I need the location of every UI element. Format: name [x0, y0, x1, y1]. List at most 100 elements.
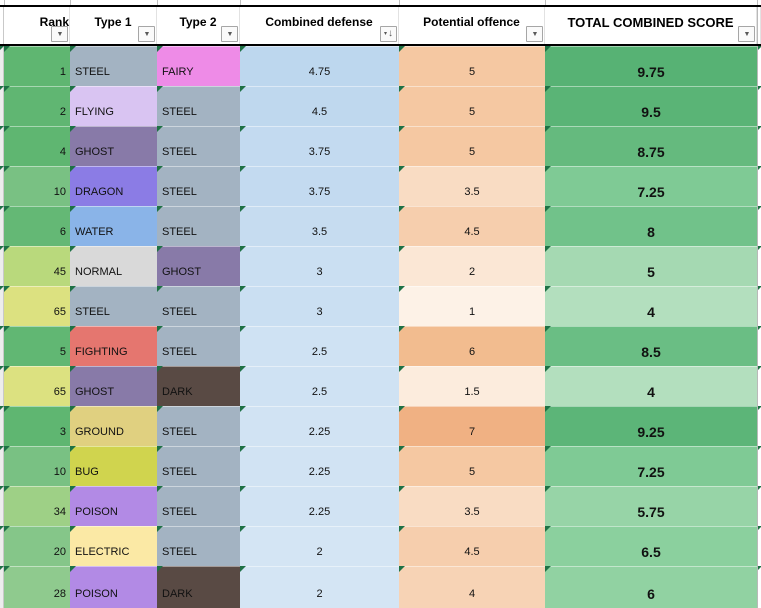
type2-cell[interactable]: DARK	[157, 366, 240, 406]
total-score-cell[interactable]: 8	[545, 206, 757, 246]
total-score-cell[interactable]: 4	[545, 286, 757, 326]
potential-offence-cell[interactable]: 6	[399, 326, 545, 366]
rank-cell[interactable]: 65	[4, 286, 70, 326]
type1-cell[interactable]: STEEL	[70, 46, 157, 86]
total-score-cell[interactable]: 9.25	[545, 406, 757, 446]
type2-cell[interactable]: STEEL	[157, 486, 240, 526]
total-score-cell-value: 9.75	[637, 64, 665, 80]
combined-defense-cell[interactable]: 2	[240, 526, 399, 566]
combined-defense-cell[interactable]: 2.25	[240, 486, 399, 526]
total-score-cell[interactable]: 7.25	[545, 166, 757, 206]
potential-offence-cell[interactable]: 4	[399, 566, 545, 608]
type2-cell[interactable]: STEEL	[157, 406, 240, 446]
potential-offence-cell[interactable]: 5	[399, 86, 545, 126]
type1-cell[interactable]: BUG	[70, 446, 157, 486]
potential-offence-cell[interactable]: 7	[399, 406, 545, 446]
type2-cell[interactable]: STEEL	[157, 206, 240, 246]
rank-cell[interactable]: 1	[4, 46, 70, 86]
column-header-rank[interactable]: Rank ▼	[4, 7, 70, 44]
type1-cell[interactable]: FLYING	[70, 86, 157, 126]
rank-cell[interactable]: 20	[4, 526, 70, 566]
combined-defense-cell[interactable]: 4.5	[240, 86, 399, 126]
type2-cell[interactable]: STEEL	[157, 286, 240, 326]
combined-defense-cell[interactable]: 3.75	[240, 166, 399, 206]
type2-cell[interactable]: FAIRY	[157, 46, 240, 86]
type2-cell[interactable]: STEEL	[157, 326, 240, 366]
combined-defense-cell[interactable]: 3	[240, 286, 399, 326]
rank-cell[interactable]: 3	[4, 406, 70, 446]
type2-cell[interactable]: STEEL	[157, 126, 240, 166]
rank-cell[interactable]: 45	[4, 246, 70, 286]
total-score-cell[interactable]: 9.75	[545, 46, 757, 86]
combined-defense-cell[interactable]: 2	[240, 566, 399, 608]
potential-offence-cell[interactable]: 4.5	[399, 526, 545, 566]
type2-cell-value: STEEL	[162, 426, 197, 438]
total-score-cell[interactable]: 5	[545, 246, 757, 286]
total-score-cell[interactable]: 5.75	[545, 486, 757, 526]
filter-dropdown-button[interactable]: ▼	[51, 26, 68, 42]
potential-offence-cell[interactable]: 4.5	[399, 206, 545, 246]
filter-dropdown-button[interactable]: ▼	[138, 26, 155, 42]
combined-defense-cell[interactable]: 4.75	[240, 46, 399, 86]
rank-cell[interactable]: 28	[4, 566, 70, 608]
filter-sorted-descending-button[interactable]: ▾ ↓	[380, 26, 397, 42]
type2-cell[interactable]: STEEL	[157, 526, 240, 566]
type2-cell[interactable]: STEEL	[157, 86, 240, 126]
type1-cell[interactable]: ELECTRIC	[70, 526, 157, 566]
column-header-potential-offence[interactable]: Potential offence ▼	[399, 7, 545, 44]
total-score-cell[interactable]: 6.5	[545, 526, 757, 566]
combined-defense-cell[interactable]: 3.5	[240, 206, 399, 246]
combined-defense-cell[interactable]: 3.75	[240, 126, 399, 166]
rank-cell[interactable]: 65	[4, 366, 70, 406]
potential-offence-cell[interactable]: 1	[399, 286, 545, 326]
type2-cell[interactable]: GHOST	[157, 246, 240, 286]
type1-cell[interactable]: GROUND	[70, 406, 157, 446]
potential-offence-cell[interactable]: 5	[399, 446, 545, 486]
column-header-combined-defense[interactable]: Combined defense ▾ ↓	[240, 7, 399, 44]
potential-offence-cell[interactable]: 5	[399, 126, 545, 166]
combined-defense-cell[interactable]: 2.25	[240, 406, 399, 446]
type1-cell[interactable]: STEEL	[70, 286, 157, 326]
rank-cell[interactable]: 34	[4, 486, 70, 526]
type1-cell[interactable]: DRAGON	[70, 166, 157, 206]
total-score-cell[interactable]: 8.75	[545, 126, 757, 166]
combined-defense-cell[interactable]: 3	[240, 246, 399, 286]
type1-cell[interactable]: NORMAL	[70, 246, 157, 286]
cell-error-indicator-icon	[240, 366, 246, 372]
total-score-cell[interactable]: 6	[545, 566, 757, 608]
total-score-cell[interactable]: 9.5	[545, 86, 757, 126]
rank-cell[interactable]: 2	[4, 86, 70, 126]
combined-defense-cell[interactable]: 2.5	[240, 326, 399, 366]
rank-cell[interactable]: 5	[4, 326, 70, 366]
total-score-cell[interactable]: 4	[545, 366, 757, 406]
potential-offence-cell[interactable]: 1.5	[399, 366, 545, 406]
rank-cell[interactable]: 10	[4, 446, 70, 486]
left-edge-cell	[0, 446, 4, 486]
type1-cell[interactable]: FIGHTING	[70, 326, 157, 366]
type2-cell[interactable]: STEEL	[157, 446, 240, 486]
filter-dropdown-button[interactable]: ▼	[221, 26, 238, 42]
type2-cell[interactable]: DARK	[157, 566, 240, 608]
rank-cell[interactable]: 10	[4, 166, 70, 206]
type1-cell[interactable]: WATER	[70, 206, 157, 246]
total-score-cell[interactable]: 7.25	[545, 446, 757, 486]
type1-cell[interactable]: POISON	[70, 566, 157, 608]
rank-cell[interactable]: 4	[4, 126, 70, 166]
combined-defense-cell[interactable]: 2.5	[240, 366, 399, 406]
type1-cell[interactable]: POISON	[70, 486, 157, 526]
potential-offence-cell[interactable]: 3.5	[399, 166, 545, 206]
combined-defense-cell[interactable]: 2.25	[240, 446, 399, 486]
potential-offence-cell[interactable]: 5	[399, 46, 545, 86]
potential-offence-cell[interactable]: 3.5	[399, 486, 545, 526]
total-score-cell[interactable]: 8.5	[545, 326, 757, 366]
column-header-type1[interactable]: Type 1 ▼	[70, 7, 157, 44]
filter-dropdown-button[interactable]: ▼	[526, 26, 543, 42]
type1-cell[interactable]: GHOST	[70, 366, 157, 406]
rank-cell[interactable]: 6	[4, 206, 70, 246]
filter-dropdown-button[interactable]: ▼	[738, 26, 755, 42]
potential-offence-cell[interactable]: 2	[399, 246, 545, 286]
column-header-total-combined-score[interactable]: TOTAL COMBINED SCORE ▼	[545, 7, 757, 44]
type2-cell[interactable]: STEEL	[157, 166, 240, 206]
type1-cell[interactable]: GHOST	[70, 126, 157, 166]
column-header-type2[interactable]: Type 2 ▼	[157, 7, 240, 44]
